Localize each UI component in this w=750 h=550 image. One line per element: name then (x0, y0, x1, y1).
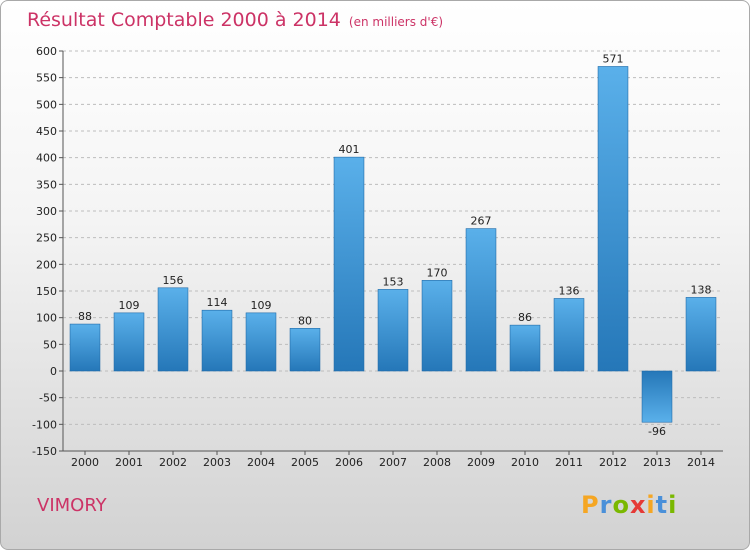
x-tick-label: 2011 (555, 456, 583, 469)
logo-letter: r (599, 491, 613, 519)
bar-value-label: 267 (471, 215, 492, 228)
logo-letter: t (655, 491, 669, 519)
chart-unit-label: (en milliers d'€) (348, 15, 444, 29)
bar-value-label: 114 (207, 296, 228, 309)
bar (289, 328, 321, 372)
y-tick-label: 150 (36, 285, 57, 298)
chart-title-text: Résultat Comptable 2000 à 2014 (27, 9, 341, 31)
x-tick-label: 2002 (159, 456, 187, 469)
bar (113, 312, 145, 372)
bar (597, 66, 629, 372)
y-tick-label: 550 (36, 72, 57, 85)
bar-value-label: 401 (339, 143, 360, 156)
label-layer: 88 109 156 114 109 80 401 153 170 267 86 136 571 -96 1… (78, 52, 712, 438)
y-tick-label: 300 (36, 205, 57, 218)
x-tick-label: 2010 (511, 456, 539, 469)
y-tick-label: 400 (36, 152, 57, 165)
bar (421, 280, 453, 372)
logo-letter: i (668, 491, 678, 519)
bar-value-label: 86 (518, 311, 532, 324)
x-tick-label: 2006 (335, 456, 363, 469)
bar (685, 297, 717, 372)
x-tick-label: 2012 (599, 456, 627, 469)
bar-value-label: 80 (298, 314, 312, 327)
logo-letter: i (646, 491, 656, 519)
bar-value-label: 138 (691, 283, 712, 296)
x-tick-label: 2005 (291, 456, 319, 469)
x-tick-label: 2013 (643, 456, 671, 469)
proxiti-logo: Proxiti (581, 491, 677, 519)
x-tick-label: 2008 (423, 456, 451, 469)
logo-letter: o (612, 491, 630, 519)
y-tick-label: 450 (36, 125, 57, 138)
bar-value-label: 109 (251, 299, 272, 312)
x-tick-label: 2014 (687, 456, 715, 469)
bar (69, 323, 101, 372)
y-tick-label: 100 (36, 312, 57, 325)
bar (553, 298, 585, 372)
commune-name: VIMORY (37, 495, 107, 516)
bar (201, 309, 233, 372)
chart-title: Résultat Comptable 2000 à 2014 (en millie… (27, 9, 443, 31)
y-tick-label: 500 (36, 98, 57, 111)
y-tick-label: 350 (36, 178, 57, 191)
logo-letter: P (581, 491, 600, 519)
x-tick-label: 2004 (247, 456, 275, 469)
y-tick-label: 250 (36, 232, 57, 245)
bar (157, 287, 189, 372)
bar (377, 289, 409, 372)
bar (465, 228, 497, 372)
y-tick-label: 600 (36, 45, 57, 58)
bar-value-label: 153 (383, 275, 404, 288)
y-tick-label: 200 (36, 258, 57, 271)
y-tick-label: -50 (39, 392, 57, 405)
y-tick-label: 50 (43, 338, 57, 351)
x-tick-label: 2009 (467, 456, 495, 469)
x-tick-label: 2003 (203, 456, 231, 469)
x-tick-label: 2000 (71, 456, 99, 469)
axis-layer: 600550500450400350300250200150100500-50-… (32, 45, 723, 469)
bar (509, 324, 541, 372)
bar-value-label: 109 (119, 299, 140, 312)
bar-value-label: -96 (648, 425, 666, 438)
x-tick-label: 2007 (379, 456, 407, 469)
bar (245, 312, 277, 372)
bar-layer (69, 66, 717, 423)
logo-letter: x (629, 491, 647, 519)
bar-value-label: 88 (78, 310, 92, 323)
bar-value-label: 136 (559, 284, 580, 297)
bar-value-label: 156 (163, 274, 184, 287)
bar-value-label: 170 (427, 266, 448, 279)
bar (333, 156, 365, 372)
bar-value-label: 571 (603, 52, 624, 65)
y-tick-label: -100 (32, 418, 57, 431)
y-tick-label: -150 (32, 445, 57, 458)
bar (641, 370, 673, 423)
x-tick-label: 2001 (115, 456, 143, 469)
y-tick-label: 0 (50, 365, 57, 378)
